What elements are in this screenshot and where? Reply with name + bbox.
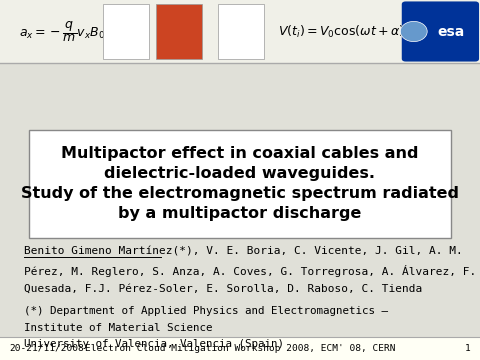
FancyBboxPatch shape bbox=[103, 4, 149, 59]
Text: (*) Department of Applied Physics and Electromagnetics –: (*) Department of Applied Physics and El… bbox=[24, 306, 388, 316]
Text: Institute of Material Science: Institute of Material Science bbox=[24, 323, 213, 333]
Text: 20-21/11/2008: 20-21/11/2008 bbox=[10, 344, 84, 353]
Text: Pérez, M. Reglero, S. Anza, A. Coves, G. Torregrosa, A. Álvarez, F.: Pérez, M. Reglero, S. Anza, A. Coves, G.… bbox=[24, 265, 476, 277]
Text: Quesada, F.J. Pérez-Soler, E. Sorolla, D. Raboso, C. Tienda: Quesada, F.J. Pérez-Soler, E. Sorolla, D… bbox=[24, 284, 422, 294]
Text: esa: esa bbox=[438, 24, 465, 39]
Text: Electron Cloud Mitigation Workshop 2008, ECM' 08, CERN: Electron Cloud Mitigation Workshop 2008,… bbox=[85, 344, 395, 353]
FancyBboxPatch shape bbox=[0, 337, 480, 360]
Wedge shape bbox=[400, 22, 427, 42]
FancyBboxPatch shape bbox=[156, 4, 202, 59]
FancyBboxPatch shape bbox=[218, 4, 264, 59]
FancyBboxPatch shape bbox=[0, 0, 480, 63]
Text: Benito Gimeno Martínez(*), V. E. Boria, C. Vicente, J. Gil, A. M.: Benito Gimeno Martínez(*), V. E. Boria, … bbox=[24, 247, 463, 257]
FancyBboxPatch shape bbox=[29, 130, 451, 238]
Text: 1: 1 bbox=[465, 344, 470, 353]
FancyBboxPatch shape bbox=[402, 1, 479, 62]
Text: $a_x = -\dfrac{q}{m}v_x B_0$: $a_x = -\dfrac{q}{m}v_x B_0$ bbox=[19, 19, 105, 44]
Text: University of Valencia, Valencia (Spain): University of Valencia, Valencia (Spain) bbox=[24, 339, 284, 350]
Text: $V(t_i) = V_0\cos(\omega t + \alpha)$: $V(t_i) = V_0\cos(\omega t + \alpha)$ bbox=[278, 23, 405, 40]
Text: Multipactor effect in coaxial cables and
dielectric-loaded waveguides.
Study of : Multipactor effect in coaxial cables and… bbox=[21, 147, 459, 221]
